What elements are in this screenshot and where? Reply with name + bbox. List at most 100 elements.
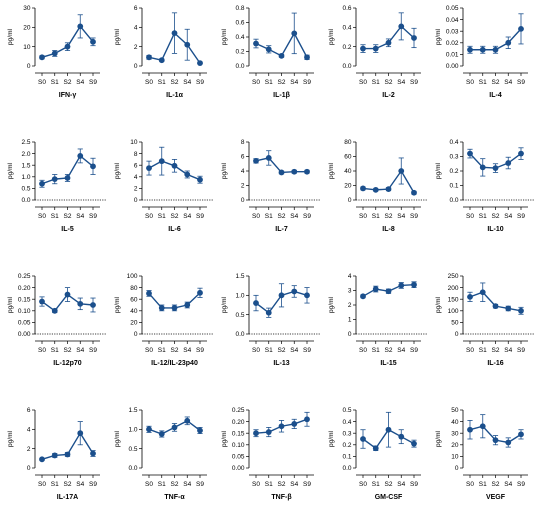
panel-title: IL-13 (273, 360, 289, 367)
x-tick-label: S4 (397, 213, 405, 220)
y-axis-label: pg/ml (114, 297, 121, 313)
panel-il-13: 0.0 0.5 1.0 1.5 pg/ml S0 S1 S2 S4 S9 IL-13 (221, 273, 320, 367)
x-tick-label: S1 (51, 347, 59, 354)
x-tick-label: S9 (303, 79, 311, 86)
y-tick-label: 40 (130, 308, 138, 315)
y-tick-label: 4 (27, 427, 31, 434)
data-point (398, 168, 405, 174)
x-tick-label: S2 (385, 213, 393, 220)
x-tick-label: S0 (252, 79, 260, 86)
x-tick-label: S1 (265, 347, 273, 354)
y-tick-label: 0.1 (342, 454, 351, 461)
y-tick-label: 1.5 (21, 162, 30, 169)
y-tick-label: 1 (348, 317, 352, 324)
x-tick-label: S0 (145, 79, 153, 86)
x-tick-label: S4 (183, 213, 191, 220)
data-point (372, 445, 379, 452)
x-tick-label: S2 (492, 79, 500, 86)
data-point (265, 309, 272, 316)
x-tick-label: S9 (196, 347, 204, 354)
y-tick-label: 0.3 (342, 430, 351, 437)
data-point (304, 168, 310, 175)
y-axis-label: pg/ml (435, 29, 442, 45)
x-tick-label: S2 (171, 213, 179, 220)
x-tick-label: S0 (466, 347, 474, 354)
panel-title: IL-1α (166, 92, 183, 99)
y-tick-label: 6 (27, 407, 31, 414)
y-tick-label: 0.05 (18, 320, 31, 327)
y-axis-label: pg/ml (328, 29, 335, 45)
y-tick-label: 0.2 (342, 44, 351, 51)
y-axis-label: pg/ml (221, 297, 228, 313)
data-point (304, 416, 310, 423)
y-tick-label: 0.8 (235, 5, 244, 12)
y-tick-label: 20 (451, 442, 459, 449)
x-tick-label: S9 (196, 213, 204, 220)
x-tick-label: S4 (397, 481, 405, 488)
x-tick-label: S0 (466, 481, 474, 488)
data-point (492, 165, 499, 172)
y-axis-label: pg/ml (114, 29, 121, 45)
panel-title: IL-6 (168, 226, 181, 233)
x-tick-label: S9 (303, 347, 311, 354)
data-point (64, 175, 71, 181)
y-tick-label: 0.20 (18, 285, 31, 292)
y-tick-label: 0 (27, 465, 31, 472)
y-tick-label: 80 (344, 139, 352, 146)
y-tick-label: 0.00 (232, 465, 245, 472)
data-point (518, 25, 524, 32)
data-point (304, 292, 310, 299)
data-point (505, 160, 512, 166)
y-tick-label: 4 (134, 25, 138, 32)
x-tick-label: S9 (196, 481, 204, 488)
x-tick-label: S4 (290, 213, 298, 220)
x-tick-label: S0 (359, 347, 367, 354)
panel-il-4: 0.00 0.01 0.02 0.03 0.04 0.05 pg/ml S0 S1 S2 S4 S9 I… (435, 5, 528, 99)
x-tick-label: S0 (466, 79, 474, 86)
data-point (77, 300, 84, 307)
y-axis-label: pg/ml (7, 163, 14, 179)
data-point (51, 50, 58, 57)
data-point (39, 180, 45, 187)
data-point (518, 150, 524, 157)
y-tick-label: 10 (451, 454, 459, 461)
data-point (479, 164, 486, 171)
x-tick-label: S1 (479, 213, 487, 220)
data-point (265, 155, 272, 161)
y-tick-label: 150 (448, 296, 459, 303)
panel-ifn-: 0 10 20 30 pg/ml S0 S1 S2 S4 S9 IFN-γ (7, 5, 100, 99)
x-tick-label: S4 (76, 213, 84, 220)
data-point (171, 424, 178, 431)
y-tick-label: 2 (134, 44, 138, 51)
y-axis-label: pg/ml (114, 163, 121, 179)
x-tick-label: S4 (183, 347, 191, 354)
x-tick-label: S4 (76, 79, 84, 86)
x-tick-label: S1 (372, 347, 380, 354)
y-tick-label: 0.0 (342, 465, 351, 472)
data-point (64, 451, 71, 458)
data-point (158, 57, 165, 64)
x-tick-label: S2 (385, 347, 393, 354)
data-point (90, 450, 96, 457)
y-tick-label: 0.2 (235, 49, 244, 56)
panel-il-10: 0.0 0.1 0.2 0.3 0.4 pg/ml S0 S1 S2 S4 S9 IL-10 (435, 139, 534, 233)
y-tick-label: 0.6 (235, 20, 244, 27)
data-point (51, 452, 58, 459)
x-tick-label: S9 (410, 481, 418, 488)
data-point (278, 52, 285, 59)
data-point (184, 171, 191, 178)
data-point (467, 150, 473, 157)
y-tick-label: 20 (130, 320, 138, 327)
y-axis-label: pg/ml (328, 163, 335, 179)
y-tick-label: 100 (448, 308, 459, 315)
x-tick-label: S4 (76, 481, 84, 488)
data-point (304, 54, 310, 61)
x-tick-label: S1 (265, 79, 273, 86)
y-tick-label: 1.5 (128, 407, 137, 414)
y-tick-label: 50 (451, 320, 459, 327)
data-point (77, 23, 84, 30)
x-tick-label: S0 (38, 347, 46, 354)
data-point (372, 45, 379, 52)
y-tick-label: 2 (134, 186, 138, 193)
y-tick-label: 0.04 (446, 17, 459, 24)
